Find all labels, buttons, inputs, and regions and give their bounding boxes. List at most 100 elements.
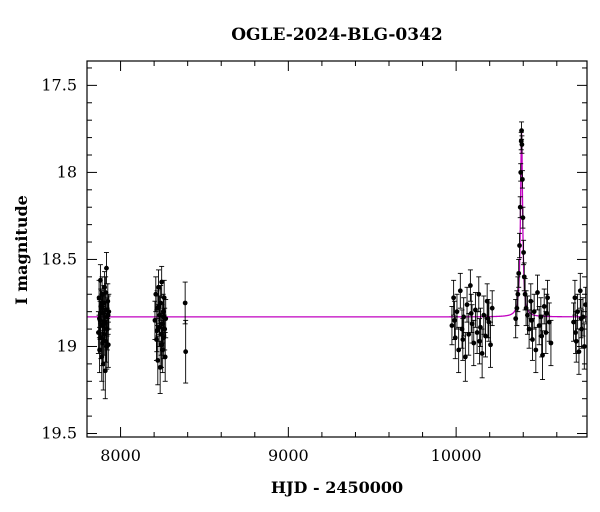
point-marker xyxy=(578,316,584,322)
point-marker xyxy=(573,338,579,344)
point-marker xyxy=(477,338,483,344)
point-marker xyxy=(516,270,522,276)
point-marker xyxy=(98,277,103,283)
point-marker xyxy=(514,305,520,311)
data-point xyxy=(162,332,168,382)
data-point xyxy=(535,274,541,311)
point-marker xyxy=(102,368,108,374)
point-marker xyxy=(156,324,162,330)
data-point xyxy=(517,232,523,259)
data-point xyxy=(103,276,109,309)
data-point xyxy=(581,323,587,370)
point-marker xyxy=(468,311,474,316)
point-marker xyxy=(583,302,587,308)
x-tick-label: 9000 xyxy=(268,446,309,465)
model-layer xyxy=(87,130,587,318)
point-marker xyxy=(476,291,482,297)
point-marker xyxy=(159,279,165,285)
point-marker xyxy=(104,265,109,271)
data-point xyxy=(454,293,460,330)
point-marker xyxy=(545,295,550,301)
point-marker xyxy=(517,243,522,248)
data-point xyxy=(159,265,165,299)
data-point xyxy=(156,288,162,325)
point-marker xyxy=(485,316,491,322)
point-marker xyxy=(572,295,578,301)
point-marker xyxy=(531,309,537,315)
data-point xyxy=(515,276,521,313)
point-marker xyxy=(535,290,540,295)
data-point xyxy=(548,319,554,367)
data-point xyxy=(460,318,466,361)
point-marker xyxy=(460,337,466,342)
data-point xyxy=(533,326,539,374)
data-point xyxy=(161,297,167,337)
point-marker xyxy=(529,317,535,323)
y-tick-label: 17.5 xyxy=(41,75,77,94)
point-marker xyxy=(519,142,525,147)
point-marker xyxy=(154,328,160,334)
y-tick-label: 19 xyxy=(57,336,77,355)
data-point xyxy=(520,206,526,229)
point-marker xyxy=(525,312,530,318)
plot-frame xyxy=(86,60,588,438)
point-marker xyxy=(462,354,468,360)
point-marker xyxy=(471,340,477,346)
point-marker xyxy=(162,354,168,360)
x-tick-label: 8000 xyxy=(100,446,141,465)
point-marker xyxy=(464,302,470,308)
data-point xyxy=(578,299,584,339)
point-marker xyxy=(466,331,472,337)
data-point xyxy=(105,295,111,335)
point-marker xyxy=(541,304,547,309)
data-point xyxy=(485,299,491,339)
chart-title: OGLE-2024-BLG-0342 xyxy=(231,25,443,45)
y-axis-ticks: 17.5 18 18.5 19 19.5 xyxy=(41,67,587,443)
point-marker xyxy=(521,250,526,255)
data-point xyxy=(523,290,529,327)
point-marker xyxy=(571,319,576,325)
point-marker xyxy=(479,351,485,356)
point-marker xyxy=(98,304,104,309)
point-marker xyxy=(467,283,473,288)
data-point xyxy=(489,290,495,327)
point-marker xyxy=(544,311,550,316)
point-marker xyxy=(451,295,457,301)
data-point xyxy=(573,319,579,363)
x-tick-label: 10000 xyxy=(431,446,482,465)
point-marker xyxy=(573,330,578,335)
point-marker xyxy=(513,316,519,322)
data-point xyxy=(519,170,525,189)
point-marker xyxy=(105,312,111,318)
x-axis-label: HJD - 2450000 xyxy=(271,478,403,497)
data-point xyxy=(468,293,474,334)
data-point xyxy=(577,272,583,309)
data-point xyxy=(540,330,546,381)
data-point xyxy=(516,258,522,288)
point-marker xyxy=(515,291,521,297)
data-point xyxy=(467,269,473,302)
point-marker xyxy=(156,304,162,309)
point-marker xyxy=(96,295,102,301)
point-marker xyxy=(520,215,526,221)
point-marker xyxy=(526,326,532,332)
point-marker xyxy=(461,314,467,320)
point-marker xyxy=(539,333,545,339)
x-axis-ticks: 8000 9000 10000 xyxy=(86,61,558,465)
point-marker xyxy=(473,307,478,313)
point-marker xyxy=(162,326,168,332)
y-tick-label: 18.5 xyxy=(41,249,77,268)
point-marker xyxy=(449,323,455,328)
data-point xyxy=(182,281,188,325)
data-point xyxy=(572,279,578,316)
point-marker xyxy=(483,333,488,339)
data-point xyxy=(477,318,483,365)
point-marker xyxy=(521,274,527,280)
point-marker xyxy=(577,288,583,294)
data-point xyxy=(541,288,547,325)
point-marker xyxy=(533,347,539,353)
point-marker xyxy=(488,342,493,348)
data-point xyxy=(544,293,550,334)
data-point xyxy=(155,335,161,386)
